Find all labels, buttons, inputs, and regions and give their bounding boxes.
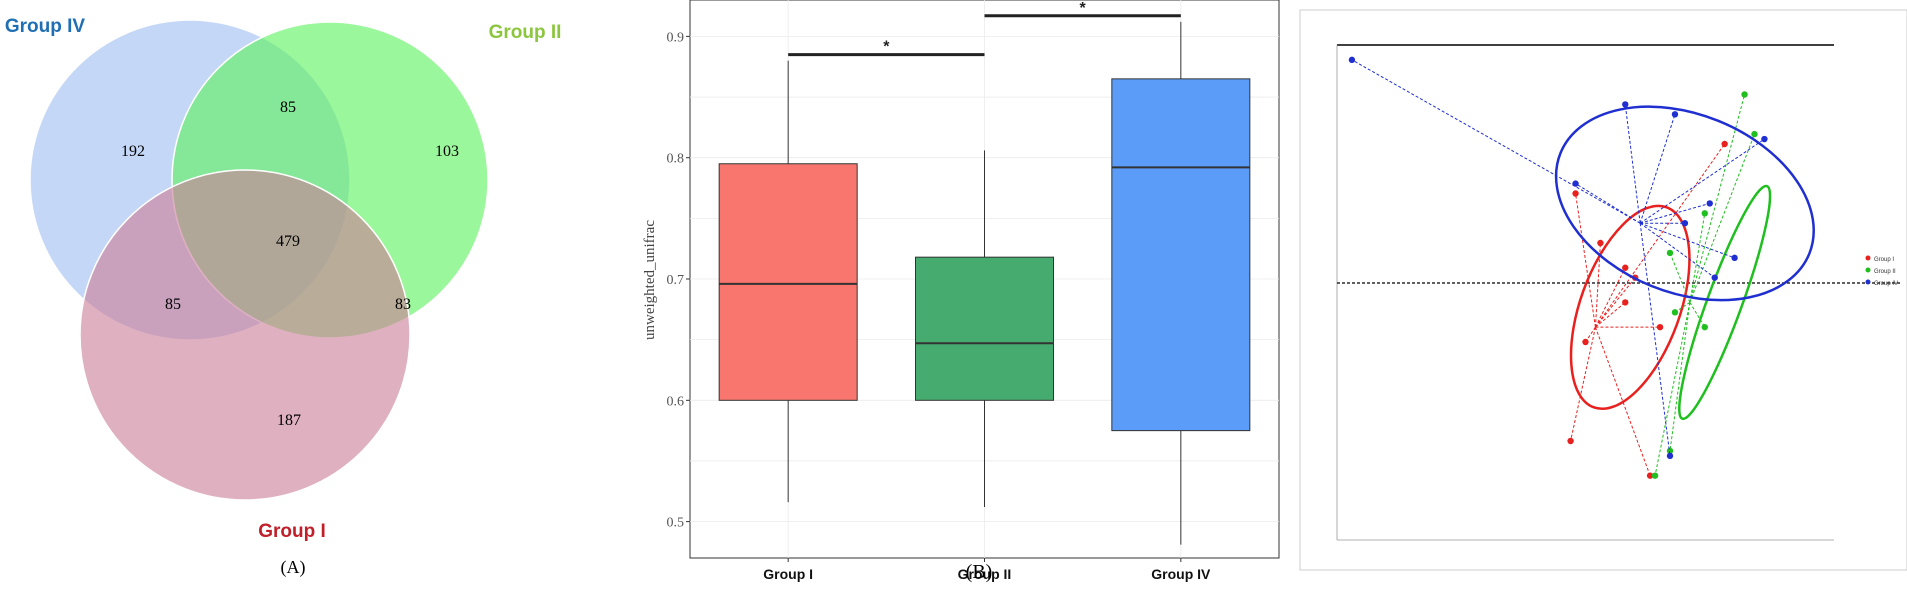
pcoa-legend: Group I Group II Group IV [1865, 255, 1898, 287]
pcoa-point [1622, 299, 1629, 306]
legend-marker [1865, 255, 1871, 261]
pcoa-point [1701, 323, 1708, 331]
pcoa-spoke [1595, 143, 1726, 328]
pcoa-spoke [1351, 59, 1641, 224]
pcoa-spoke [1669, 252, 1691, 303]
legend-marker [1865, 279, 1871, 285]
venn-count-only-group-i: 187 [277, 412, 301, 429]
venn-count-group-ii-and-group-i: 83 [395, 296, 411, 313]
pcoa-spoke [1639, 223, 1671, 456]
venn-count-group-iv-and-group-ii: 85 [280, 99, 296, 116]
y-tick-label: 0.7 [667, 273, 685, 288]
pcoa-spoke [1674, 301, 1691, 313]
pcoa-marks [1348, 56, 1815, 479]
y-tick-label: 0.5 [667, 516, 685, 531]
pcoa-point [1761, 135, 1768, 143]
pcoa-spoke [1689, 133, 1755, 303]
boxplot-y-axis: 0.5 0.6 0.7 0.8 0.9 [667, 30, 690, 531]
significance-star: * [883, 39, 890, 56]
pcoa-spoke [1689, 94, 1746, 303]
y-tick-label: 0.8 [667, 152, 685, 167]
pcoa-point [1721, 140, 1728, 148]
pcoa-point [1572, 190, 1579, 197]
pcoa-point [1671, 111, 1679, 118]
pcoa-point [1582, 338, 1589, 346]
venn-panel: Group IV Group II Group I 192 103 187 85… [0, 0, 620, 601]
x-tick-label: Group IV [1151, 566, 1211, 582]
boxplot-chart: ** 0.50.60.70.80.9 Group I Group II Group … [642, 0, 1280, 583]
pcoa-spoke [1639, 138, 1765, 224]
pcoa-panel: Group I Group II Group IV [1290, 0, 1907, 601]
pcoa-spoke [1594, 326, 1651, 476]
box-body [718, 163, 858, 401]
pcoa-point [1751, 130, 1758, 138]
box-body [1111, 78, 1251, 432]
pcoa-point [1656, 323, 1664, 331]
pcoa-point [1572, 180, 1579, 187]
venn-label-group-iv: Group IV [5, 16, 86, 37]
pcoa-spoke [1575, 183, 1641, 224]
pcoa-spoke [1639, 222, 1735, 259]
pcoa-spoke [1585, 326, 1596, 343]
venn-circle-group-i [79, 169, 411, 501]
venn-diagram: Group IV Group II Group I 192 103 187 85… [5, 16, 562, 578]
pcoa-ellipse [1569, 204, 1691, 411]
pcoa-spoke [1594, 267, 1626, 328]
pcoa-point [1681, 220, 1689, 227]
boxplot-y-axis-title: unweighted_unifrac [642, 220, 658, 340]
pcoa-spoke [1595, 302, 1626, 328]
pcoa-point [1666, 452, 1674, 460]
pcoa-point [1348, 56, 1356, 64]
pcoa-point [1666, 249, 1674, 257]
pcoa-ellipse [1554, 105, 1815, 302]
pcoa-spoke [1595, 277, 1636, 328]
boxplot-marks: ** [718, 0, 1251, 545]
pcoa-point [1622, 101, 1629, 108]
pcoa-spoke [1639, 222, 1716, 279]
venn-count-only-group-iv: 192 [121, 143, 145, 160]
pcoa-point [1651, 472, 1659, 479]
legend-label: Group IV [1874, 281, 1898, 287]
venn-label-group-ii: Group II [489, 22, 562, 43]
pcoa-chart: Group I Group II Group IV [1299, 9, 1907, 571]
venn-count-group-iv-and-group-i: 85 [165, 296, 181, 313]
pcoa-point [1671, 309, 1679, 316]
pcoa-point [1622, 264, 1629, 271]
pcoa-point [1646, 472, 1654, 479]
boxplot-panel: * * 0.5 0.6 0.7 0.8 0.9 Group I Group II Group … [630, 0, 1290, 601]
pcoa-spoke [1639, 114, 1676, 224]
venn-count-only-group-ii: 103 [435, 143, 459, 160]
pcoa-spoke [1654, 302, 1691, 476]
venn-label-group-i: Group I [258, 521, 326, 542]
pcoa-point [1711, 274, 1718, 281]
legend-marker [1865, 267, 1871, 273]
pcoa-spoke [1640, 202, 1710, 224]
panel-label-b: (B) [966, 561, 993, 583]
y-tick-label: 0.9 [667, 30, 685, 45]
y-tick-label: 0.6 [667, 394, 685, 409]
pcoa-point [1741, 91, 1748, 98]
pcoa-spoke [1570, 327, 1596, 442]
significance-star: * [1080, 0, 1087, 17]
pcoa-point [1597, 239, 1604, 247]
pcoa-ellipse [1678, 184, 1772, 421]
pcoa-point [1701, 210, 1708, 217]
box-body [915, 256, 1054, 401]
legend-label: Group I [1874, 257, 1894, 263]
x-tick-label: Group II [958, 566, 1012, 582]
x-tick-label: Group I [763, 566, 813, 582]
pcoa-spoke [1689, 213, 1706, 303]
pcoa-point [1567, 437, 1574, 445]
pcoa-figure-border [1299, 9, 1907, 571]
pcoa-point [1666, 447, 1674, 455]
pcoa-spoke [1575, 193, 1596, 328]
boxplot-x-axis: Group I Group II Group IV [763, 558, 1211, 582]
pcoa-point [1706, 200, 1713, 207]
pcoa-point [1731, 254, 1738, 262]
panel-label-a: (A) [281, 557, 306, 578]
venn-count-all-three: 479 [276, 233, 300, 250]
legend-label: Group II [1874, 269, 1896, 275]
